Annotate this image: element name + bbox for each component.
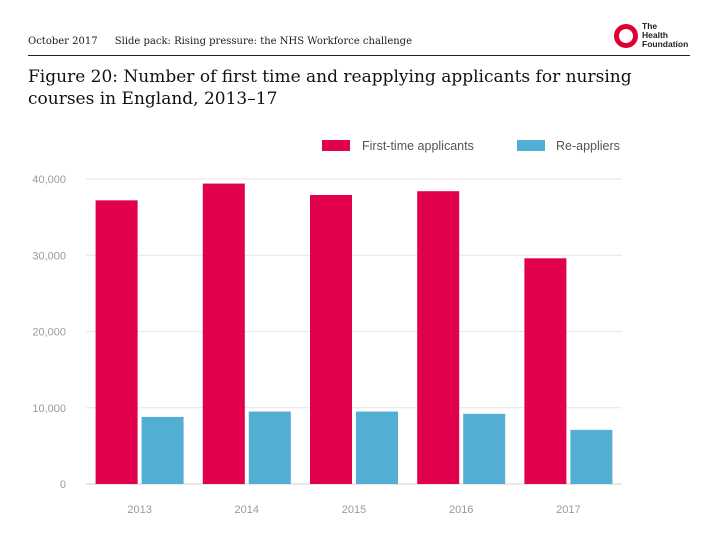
x-tick-label: 2016 [449,504,473,516]
bar-re-appliers-2016 [463,413,506,484]
logo-ring-icon [614,23,638,48]
x-tick-label: 2013 [127,504,151,516]
y-tick-label: 30,000 [32,250,66,262]
legend-swatch-re-appliers [517,140,545,151]
legend-swatch-first-time [322,140,350,151]
bar-first-time-2015 [310,195,352,484]
bar-re-appliers-2014 [248,411,291,484]
logo-line-2: Health [642,30,668,40]
bar-first-time-2016 [417,191,460,484]
x-tick-label: 2015 [342,504,366,516]
figure-title: Figure 20: Number of first time and reap… [28,67,632,109]
bar-re-appliers-2017 [570,429,613,484]
legend-label-first-time: First-time applicants [362,139,474,153]
header-divider [28,55,690,56]
y-tick-label: 20,000 [32,327,66,339]
bar-first-time-2013 [95,200,138,484]
logo-line-1: The [642,21,658,31]
header-date: October 2017 [28,36,98,47]
y-tick-label: 0 [60,479,66,491]
x-tick-label: 2014 [235,504,259,516]
header-slide-pack: Slide pack: Rising pressure: the NHS Wor… [114,36,413,47]
logo-line-3: Foundation [642,39,689,49]
bar-first-time-2017 [524,258,567,484]
slide-header: October 2017 Slide pack: Rising pressure… [28,36,412,47]
bar-re-appliers-2013 [141,416,184,484]
x-tick-label: 2017 [556,504,580,516]
y-tick-label: 10,000 [32,403,66,415]
legend-label-re-appliers: Re-appliers [556,139,620,153]
health-foundation-logo: The Health Foundation [614,22,688,49]
bar-first-time-2014 [202,183,245,484]
logo-text: The Health Foundation [642,22,688,49]
y-tick-label: 40,000 [32,174,66,186]
bar-re-appliers-2015 [356,411,398,484]
